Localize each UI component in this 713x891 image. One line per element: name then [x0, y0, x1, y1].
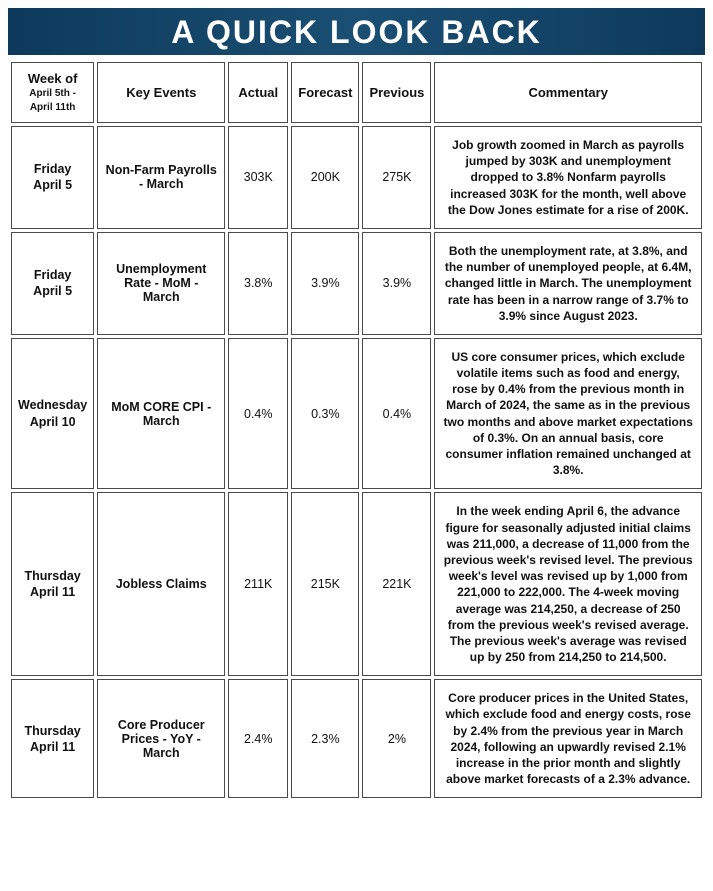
forecast-cell: 3.9% — [291, 232, 359, 335]
date-cell: FridayApril 5 — [11, 126, 94, 229]
table-body: FridayApril 5Non-Farm Payrolls - March30… — [11, 126, 702, 798]
actual-cell: 0.4% — [228, 338, 288, 490]
actual-cell: 211K — [228, 492, 288, 676]
actual-cell: 3.8% — [228, 232, 288, 335]
date-cell: ThursdayApril 11 — [11, 679, 94, 798]
actual-cell: 303K — [228, 126, 288, 229]
key-event-cell: Non-Farm Payrolls - March — [97, 126, 225, 229]
forecast-cell: 215K — [291, 492, 359, 676]
key-event-cell: MoM CORE CPI - March — [97, 338, 225, 490]
col-header-week: Week of April 5th - April 11th — [11, 62, 94, 123]
table-row: FridayApril 5Non-Farm Payrolls - March30… — [11, 126, 702, 229]
forecast-cell: 200K — [291, 126, 359, 229]
date-cell: FridayApril 5 — [11, 232, 94, 335]
commentary-cell: Both the unemployment rate, at 3.8%, and… — [434, 232, 702, 335]
page-title-banner: A QUICK LOOK BACK — [8, 8, 705, 55]
previous-cell: 2% — [362, 679, 431, 798]
commentary-cell: US core consumer prices, which exclude v… — [434, 338, 702, 490]
economic-events-table: Week of April 5th - April 11th Key Event… — [8, 59, 705, 801]
date-line-2: April 11 — [18, 584, 87, 600]
previous-cell: 3.9% — [362, 232, 431, 335]
forecast-cell: 0.3% — [291, 338, 359, 490]
key-event-cell: Unemployment Rate - MoM - March — [97, 232, 225, 335]
date-line-1: Wednesday — [18, 397, 87, 413]
date-line-1: Thursday — [18, 568, 87, 584]
date-cell: WednesdayApril 10 — [11, 338, 94, 490]
table-row: FridayApril 5Unemployment Rate - MoM - M… — [11, 232, 702, 335]
col-header-forecast: Forecast — [291, 62, 359, 123]
key-event-cell: Core Producer Prices - YoY - March — [97, 679, 225, 798]
commentary-cell: Job growth zoomed in March as payrolls j… — [434, 126, 702, 229]
actual-cell: 2.4% — [228, 679, 288, 798]
table-row: WednesdayApril 10MoM CORE CPI - March0.4… — [11, 338, 702, 490]
col-header-commentary: Commentary — [434, 62, 702, 123]
col-header-actual: Actual — [228, 62, 288, 123]
table-header-row: Week of April 5th - April 11th Key Event… — [11, 62, 702, 123]
commentary-cell: Core producer prices in the United State… — [434, 679, 702, 798]
previous-cell: 0.4% — [362, 338, 431, 490]
col-header-week-range-2: April 11th — [18, 102, 87, 114]
date-line-1: Thursday — [18, 723, 87, 739]
date-line-2: April 10 — [18, 414, 87, 430]
forecast-cell: 2.3% — [291, 679, 359, 798]
previous-cell: 221K — [362, 492, 431, 676]
commentary-cell: In the week ending April 6, the advance … — [434, 492, 702, 676]
date-line-1: Friday — [18, 267, 87, 283]
previous-cell: 275K — [362, 126, 431, 229]
page-title: A QUICK LOOK BACK — [171, 14, 542, 50]
date-line-1: Friday — [18, 161, 87, 177]
table-row: ThursdayApril 11Core Producer Prices - Y… — [11, 679, 702, 798]
table-row: ThursdayApril 11Jobless Claims211K215K22… — [11, 492, 702, 676]
key-event-cell: Jobless Claims — [97, 492, 225, 676]
col-header-week-range-1: April 5th - — [18, 88, 87, 100]
date-line-2: April 5 — [18, 177, 87, 193]
col-header-week-label: Week of — [28, 71, 78, 86]
col-header-previous: Previous — [362, 62, 431, 123]
col-header-key-events: Key Events — [97, 62, 225, 123]
date-line-2: April 11 — [18, 739, 87, 755]
date-cell: ThursdayApril 11 — [11, 492, 94, 676]
date-line-2: April 5 — [18, 283, 87, 299]
